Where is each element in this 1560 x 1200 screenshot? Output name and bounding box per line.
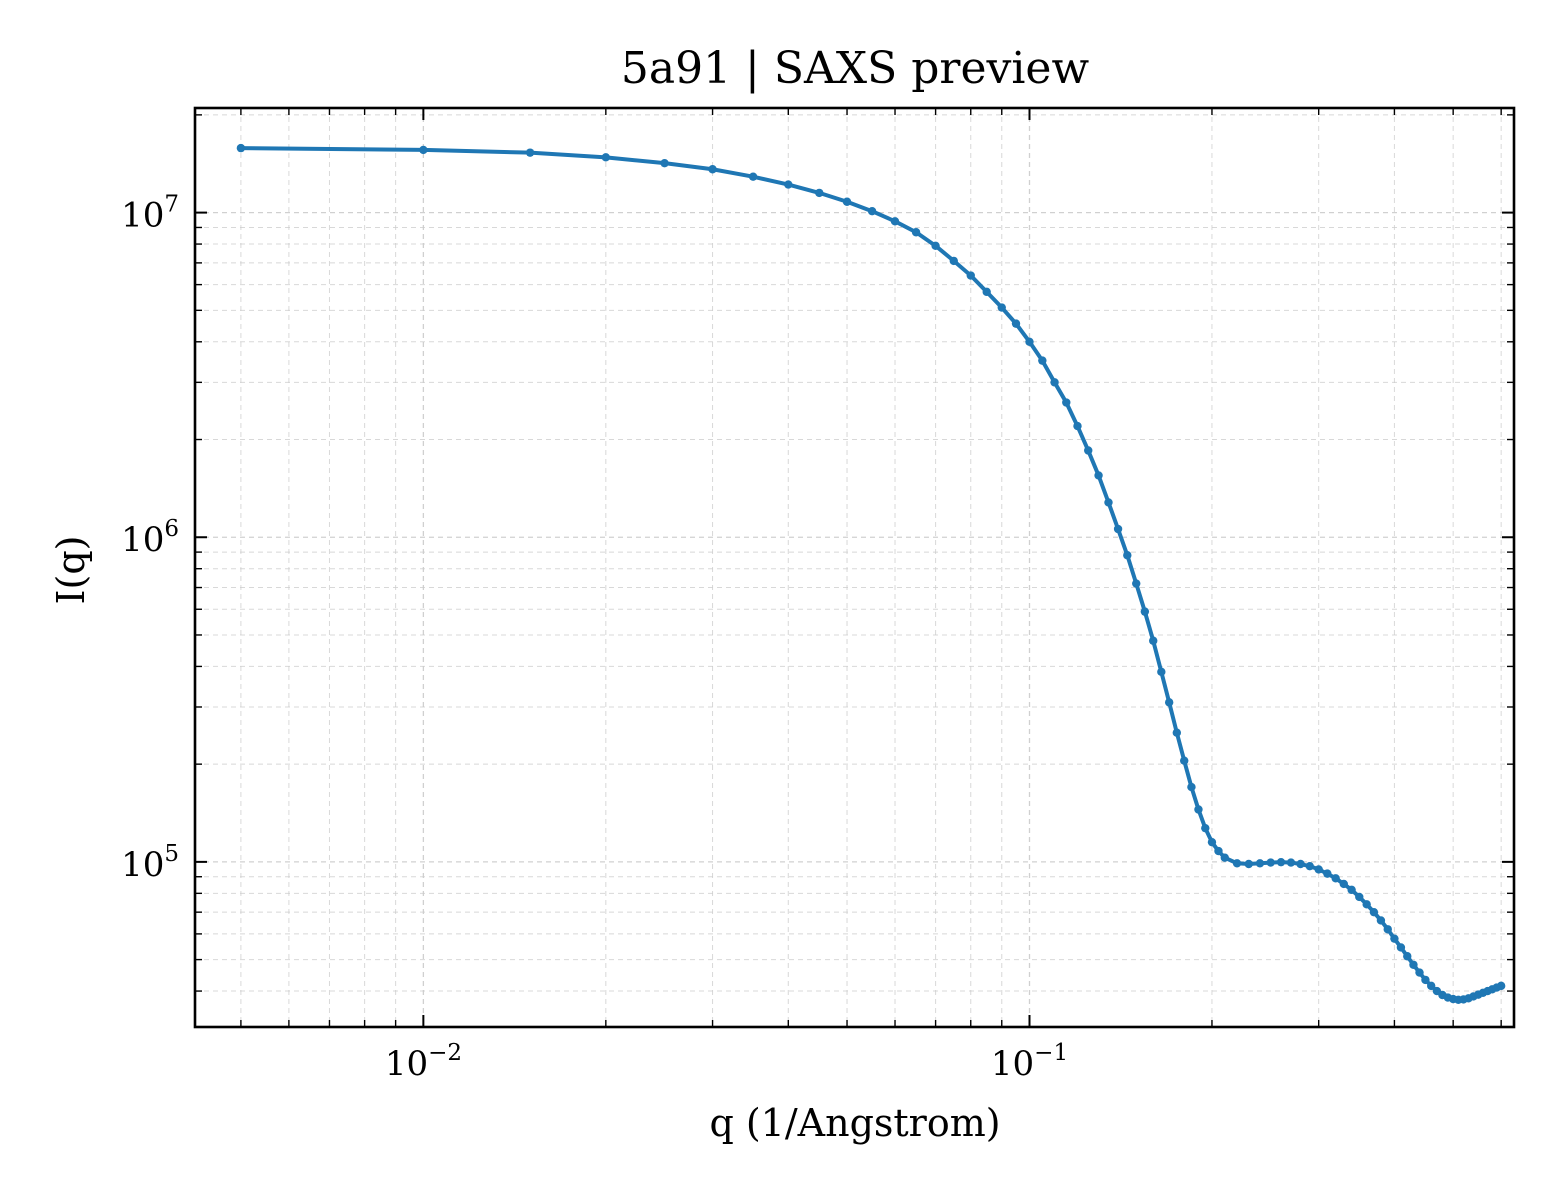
data-point (1025, 337, 1034, 346)
grid-lines (195, 108, 1514, 1027)
data-point (708, 165, 717, 174)
data-series-layer (236, 143, 1506, 1004)
y-tick-label: 107 (121, 192, 179, 236)
x-tick-label: 10−1 (991, 1040, 1068, 1084)
data-point (1427, 981, 1436, 991)
data-point (1180, 756, 1189, 765)
data-point (815, 188, 824, 198)
data-point (982, 287, 991, 297)
data-point (842, 197, 852, 206)
data-point (890, 217, 900, 226)
data-point (1255, 859, 1265, 868)
x-tick-label: 10−2 (385, 1040, 462, 1084)
data-point (1347, 885, 1356, 895)
data-point (660, 158, 669, 168)
data-point (1415, 968, 1424, 977)
data-point (1323, 869, 1332, 878)
tick-labels: 10−2 10−1 105 106 107 (121, 192, 1068, 1084)
data-point (1276, 857, 1286, 867)
data-point (931, 241, 940, 251)
data-point (1062, 398, 1071, 407)
chart-title: 5a91 | SAXS preview (621, 43, 1090, 94)
data-point (1123, 551, 1132, 560)
data-point (949, 256, 958, 266)
data-point (784, 180, 793, 189)
data-point (419, 145, 428, 155)
data-point (1214, 846, 1223, 856)
data-point (748, 172, 758, 181)
data-point (1132, 579, 1141, 588)
data-point (1194, 805, 1203, 814)
data-point (966, 271, 975, 280)
data-point (1220, 853, 1230, 862)
y-tick-label: 105 (121, 841, 179, 885)
data-point (1369, 907, 1379, 917)
data-point (1201, 823, 1210, 833)
data-point (601, 153, 611, 162)
data-point (911, 228, 921, 237)
data-point (1305, 861, 1314, 871)
data-point (1266, 858, 1275, 867)
data-point (1296, 859, 1305, 869)
x-axis-label: q (1/Angstrom) (709, 1101, 1000, 1145)
data-point (236, 143, 246, 153)
data-point (1396, 943, 1406, 952)
data-point (1403, 952, 1412, 961)
data-point (1104, 498, 1113, 507)
data-point (997, 303, 1006, 312)
data-point (1084, 446, 1093, 455)
plot-frame (193, 106, 1516, 1029)
data-point (1187, 782, 1196, 792)
data-point (1113, 524, 1123, 534)
y-axis-label: I(q) (49, 536, 93, 605)
data-point (1232, 859, 1242, 868)
data-point (1355, 892, 1364, 902)
data-point (1073, 421, 1082, 431)
data-point (1331, 874, 1340, 883)
y-tick-label: 106 (121, 516, 179, 560)
series-line (238, 146, 1504, 1002)
data-point (1140, 607, 1150, 616)
data-point (1339, 879, 1348, 889)
data-point (1286, 858, 1296, 867)
data-point (1164, 698, 1174, 707)
data-point (1207, 837, 1217, 847)
data-point (525, 148, 535, 157)
data-point (1409, 960, 1418, 969)
data-point (1496, 981, 1506, 991)
data-point (1383, 925, 1392, 934)
data-point (1390, 934, 1399, 943)
data-point (1172, 728, 1182, 737)
data-point (1244, 859, 1253, 869)
data-point (1094, 471, 1103, 480)
data-point (1011, 319, 1021, 328)
data-point (1050, 378, 1059, 387)
data-point (1149, 636, 1158, 645)
axis-ticks (195, 108, 1514, 1027)
data-point (1157, 667, 1166, 677)
data-point (1376, 916, 1386, 925)
data-point (1421, 975, 1430, 985)
data-point (1362, 900, 1371, 909)
data-point (1314, 865, 1323, 874)
data-point (867, 207, 877, 216)
data-point (1038, 356, 1047, 365)
